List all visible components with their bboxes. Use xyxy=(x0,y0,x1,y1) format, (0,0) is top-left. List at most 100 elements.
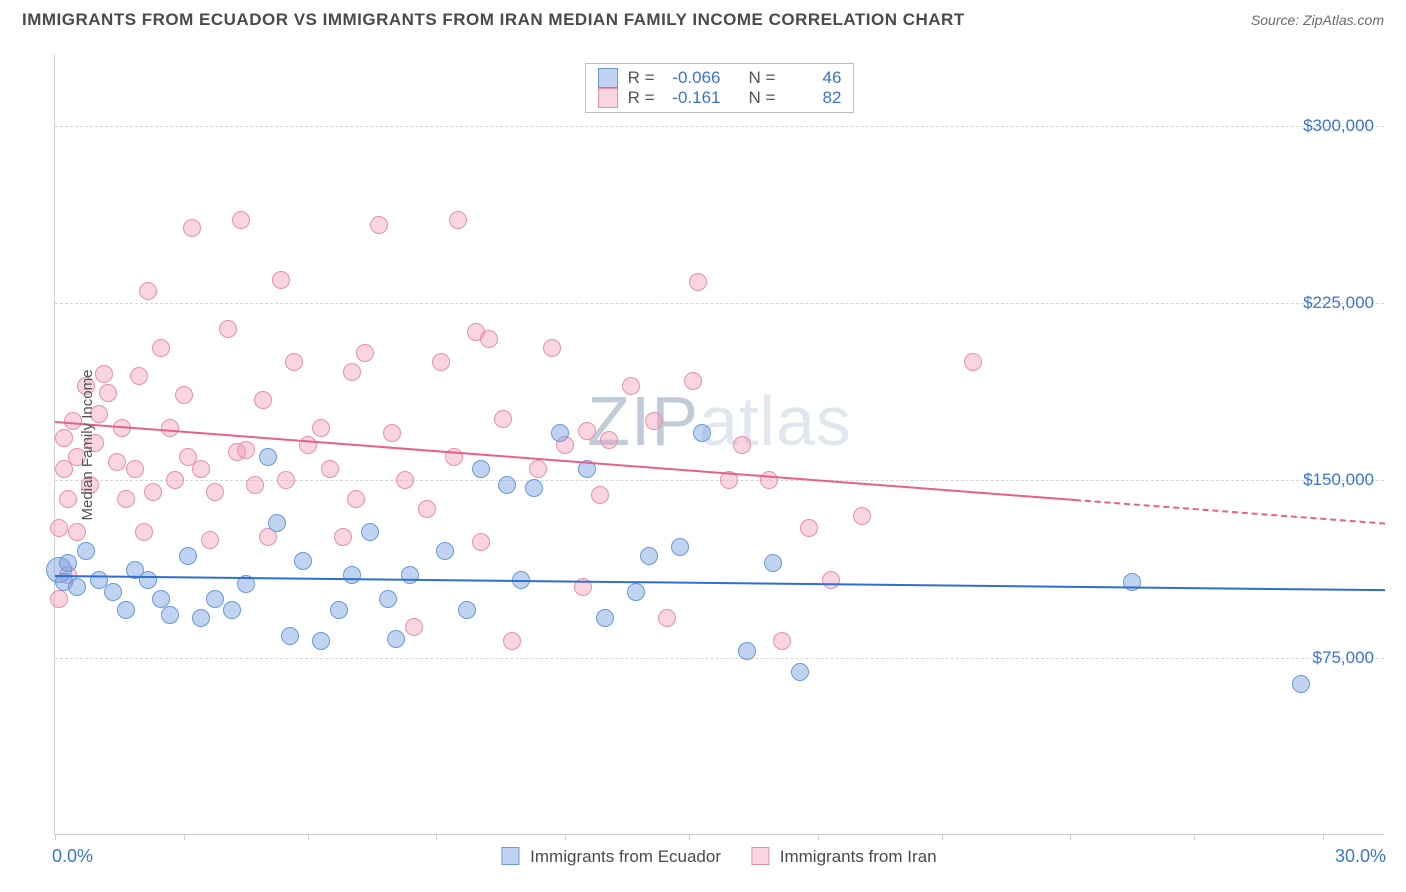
scatter-point-pink xyxy=(578,422,596,440)
plot-region: ZIPatlas R = -0.066 N = 46 R = -0.161 N … xyxy=(54,55,1384,835)
scatter-point-blue xyxy=(223,601,241,619)
scatter-point-blue xyxy=(152,590,170,608)
scatter-point-pink xyxy=(175,386,193,404)
scatter-point-pink xyxy=(219,320,237,338)
title-bar: IMMIGRANTS FROM ECUADOR VS IMMIGRANTS FR… xyxy=(0,0,1406,34)
x-axis-min-label: 0.0% xyxy=(52,846,93,867)
chart-title: IMMIGRANTS FROM ECUADOR VS IMMIGRANTS FR… xyxy=(22,10,965,30)
legend-swatch-blue xyxy=(598,68,618,88)
n-label: N = xyxy=(749,88,776,108)
scatter-point-blue xyxy=(59,554,77,572)
scatter-point-blue xyxy=(343,566,361,584)
scatter-point-pink xyxy=(432,353,450,371)
scatter-point-blue xyxy=(206,590,224,608)
scatter-point-pink xyxy=(494,410,512,428)
scatter-point-pink xyxy=(99,384,117,402)
scatter-point-pink xyxy=(622,377,640,395)
scatter-point-pink xyxy=(201,531,219,549)
scatter-point-pink xyxy=(503,632,521,650)
scatter-point-blue xyxy=(401,566,419,584)
scatter-point-pink xyxy=(600,431,618,449)
scatter-point-pink xyxy=(152,339,170,357)
x-tick xyxy=(1070,834,1071,840)
scatter-point-pink xyxy=(135,523,153,541)
scatter-point-pink xyxy=(684,372,702,390)
scatter-point-blue xyxy=(387,630,405,648)
scatter-point-blue xyxy=(294,552,312,570)
scatter-point-pink xyxy=(689,273,707,291)
legend-item-pink: Immigrants from Iran xyxy=(751,847,937,867)
scatter-point-pink xyxy=(285,353,303,371)
gridline xyxy=(55,303,1384,304)
scatter-point-pink xyxy=(59,490,77,508)
scatter-point-pink xyxy=(108,453,126,471)
scatter-point-blue xyxy=(791,663,809,681)
x-tick xyxy=(1323,834,1324,840)
source-link[interactable]: ZipAtlas.com xyxy=(1303,12,1384,28)
scatter-point-blue xyxy=(472,460,490,478)
scatter-point-pink xyxy=(347,490,365,508)
scatter-point-pink xyxy=(312,419,330,437)
legend-swatch-pink xyxy=(598,88,618,108)
scatter-point-blue xyxy=(104,583,122,601)
scatter-point-blue xyxy=(259,448,277,466)
scatter-point-pink xyxy=(277,471,295,489)
scatter-point-blue xyxy=(596,609,614,627)
scatter-point-blue xyxy=(551,424,569,442)
scatter-point-blue xyxy=(192,609,210,627)
scatter-point-pink xyxy=(206,483,224,501)
scatter-point-pink xyxy=(166,471,184,489)
scatter-point-pink xyxy=(800,519,818,537)
legend-swatch-pink xyxy=(751,847,769,865)
scatter-point-pink xyxy=(964,353,982,371)
scatter-point-blue xyxy=(627,583,645,601)
scatter-point-pink xyxy=(658,609,676,627)
scatter-point-blue xyxy=(379,590,397,608)
scatter-point-blue xyxy=(640,547,658,565)
scatter-point-blue xyxy=(281,627,299,645)
y-axis-label: Median Family Income xyxy=(79,370,96,521)
scatter-point-pink xyxy=(130,367,148,385)
source-attribution: Source: ZipAtlas.com xyxy=(1251,12,1384,28)
scatter-point-pink xyxy=(299,436,317,454)
scatter-point-pink xyxy=(591,486,609,504)
scatter-point-pink xyxy=(117,490,135,508)
scatter-point-pink xyxy=(272,271,290,289)
scatter-point-pink xyxy=(183,219,201,237)
n-label: N = xyxy=(749,68,776,88)
scatter-point-blue xyxy=(693,424,711,442)
x-tick xyxy=(689,834,690,840)
y-tick-label: $75,000 xyxy=(1313,648,1374,668)
watermark-first: ZIP xyxy=(587,382,699,460)
x-tick xyxy=(942,834,943,840)
gridline xyxy=(55,658,1384,659)
scatter-point-pink xyxy=(529,460,547,478)
scatter-point-pink xyxy=(370,216,388,234)
scatter-point-blue xyxy=(330,601,348,619)
scatter-point-pink xyxy=(321,460,339,478)
x-tick xyxy=(1194,834,1195,840)
scatter-point-pink xyxy=(50,590,68,608)
scatter-point-blue xyxy=(458,601,476,619)
x-tick xyxy=(436,834,437,840)
r-value-pink: -0.161 xyxy=(665,88,721,108)
r-label: R = xyxy=(628,68,655,88)
scatter-point-blue xyxy=(139,571,157,589)
scatter-point-pink xyxy=(232,211,250,229)
scatter-point-blue xyxy=(361,523,379,541)
scatter-point-pink xyxy=(396,471,414,489)
scatter-point-pink xyxy=(254,391,272,409)
scatter-point-pink xyxy=(645,412,663,430)
scatter-point-pink xyxy=(237,441,255,459)
scatter-point-pink xyxy=(853,507,871,525)
x-tick xyxy=(565,834,566,840)
scatter-point-pink xyxy=(55,429,73,447)
scatter-point-pink xyxy=(192,460,210,478)
watermark-rest: atlas xyxy=(699,382,852,460)
correlation-legend: R = -0.066 N = 46 R = -0.161 N = 82 xyxy=(585,63,855,113)
scatter-point-pink xyxy=(139,282,157,300)
scatter-point-pink xyxy=(733,436,751,454)
legend-row-blue: R = -0.066 N = 46 xyxy=(598,68,842,88)
scatter-point-blue xyxy=(179,547,197,565)
scatter-point-pink xyxy=(343,363,361,381)
